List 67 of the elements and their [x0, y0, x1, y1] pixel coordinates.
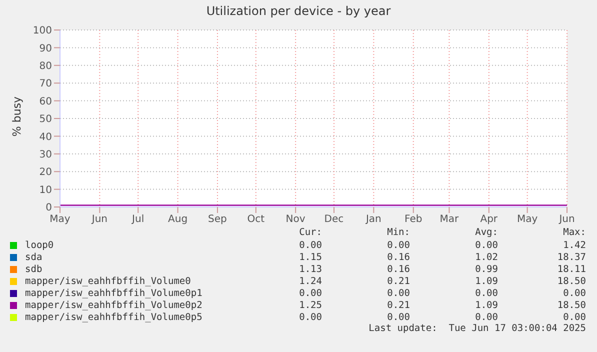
legend-label: mapper/isw_eahhfbffih_Volume0p1: [25, 288, 202, 298]
text: 1.15: [298, 252, 322, 262]
legend-label: loop0: [25, 240, 54, 250]
text: 0.16: [386, 252, 410, 262]
text: 0.16: [386, 264, 410, 274]
text: 1.42: [562, 240, 586, 250]
text: 18.50: [556, 276, 586, 286]
text: 1.13: [298, 264, 322, 274]
text: 0.00: [298, 312, 322, 322]
y-tick-label: 20: [39, 167, 52, 178]
x-tick-label: Nov: [286, 214, 306, 226]
text: 0.00: [298, 288, 322, 298]
y-tick-label: 30: [39, 149, 52, 160]
y-tick-label: 10: [39, 184, 52, 196]
y-tick-label: 40: [39, 132, 52, 143]
text: 18.11: [556, 264, 586, 274]
text: 1.02: [474, 252, 498, 262]
legend-label: mapper/isw_eahhfbffih_Volume0p5: [25, 312, 202, 322]
text: 0.21: [386, 276, 410, 286]
chart-title: Utilization per device - by year: [205, 4, 392, 20]
text: Cur:: [298, 227, 322, 239]
y-axis-title: % busy: [10, 95, 24, 139]
x-tick-label: Dec: [324, 214, 344, 226]
y-tick-label: 0: [46, 202, 52, 214]
text: Max:: [562, 227, 586, 239]
legend-label: mapper/isw_eahhfbffih_Volume0: [25, 276, 191, 286]
x-tick-label: Sep: [208, 214, 227, 226]
x-tick-label: May: [516, 214, 538, 226]
text: 0.00: [386, 240, 410, 250]
x-tick-label: Jun: [558, 214, 575, 226]
text: 0.00: [474, 240, 498, 250]
text: 0.99: [474, 264, 498, 274]
x-tick-label: Mar: [440, 214, 460, 226]
y-tick-label: 100: [32, 26, 52, 37]
x-tick-label: Aug: [168, 214, 188, 226]
text: 0.00: [298, 240, 322, 250]
y-tick-label: 60: [39, 96, 52, 108]
x-tick-label: Oct: [247, 214, 265, 226]
y-tick-label: 70: [39, 78, 52, 90]
text: 0.00: [562, 288, 586, 298]
legend-label: sdb: [25, 264, 42, 274]
text: 0.00: [474, 288, 498, 298]
text: 1.24: [298, 276, 322, 286]
x-tick-label: Feb: [404, 214, 422, 226]
x-tick-label: Jan: [364, 214, 382, 226]
text: 0.00: [474, 312, 498, 322]
y-tick-label: 80: [39, 60, 52, 72]
legend-label: sda: [25, 252, 42, 262]
text: Min:: [386, 227, 410, 239]
text: 0.21: [386, 300, 410, 310]
text: 1.09: [474, 300, 498, 310]
text: Avg:: [474, 227, 498, 239]
x-tick-label: Apr: [480, 214, 498, 226]
legend-label: mapper/isw_eahhfbffih_Volume0p2: [25, 300, 202, 310]
x-tick-label: Jun: [90, 214, 108, 226]
text: 0.00: [386, 312, 410, 322]
text: 1.09: [474, 276, 498, 286]
y-tick-label: 50: [39, 114, 52, 126]
y-tick-label: 90: [39, 43, 52, 54]
x-tick-label: May: [50, 214, 70, 226]
text: 0.00: [562, 312, 586, 322]
text: 0.00: [386, 288, 410, 298]
text: 18.50: [556, 300, 586, 310]
text: 1.25: [298, 300, 322, 310]
text: 18.37: [556, 252, 586, 262]
x-tick-label: Jul: [131, 214, 144, 226]
text: Last update: Tue Jun 17 03:00:04 2025: [368, 323, 586, 335]
